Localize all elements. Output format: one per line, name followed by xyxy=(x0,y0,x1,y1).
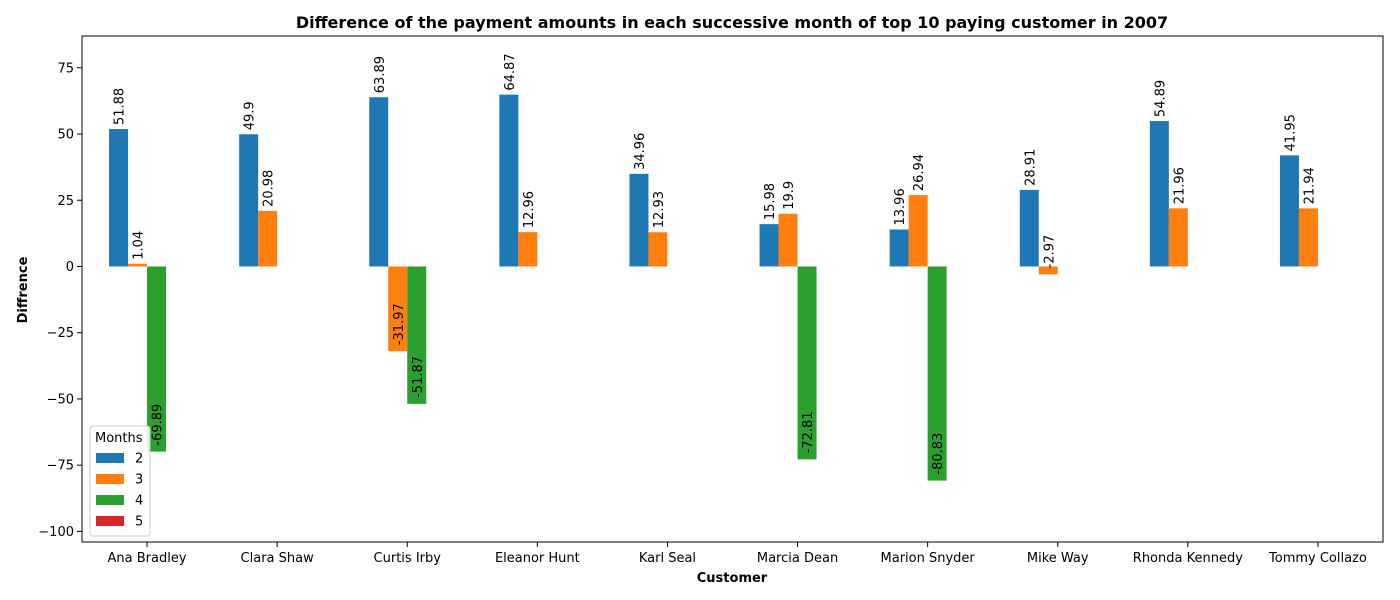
bar xyxy=(778,213,798,267)
x-tick-label: Clara Shaw xyxy=(241,551,315,566)
x-tick-label: Karl Seal xyxy=(639,551,696,566)
bar xyxy=(407,266,427,404)
y-tick-label: 0 xyxy=(66,260,74,275)
y-tick-label: −50 xyxy=(47,392,74,407)
legend-swatch xyxy=(96,453,124,463)
bar-value-label: 19.9 xyxy=(782,181,797,210)
bar xyxy=(388,266,408,352)
x-tick-label: Rhonda Kennedy xyxy=(1133,551,1243,566)
bar-value-label: 21.96 xyxy=(1172,167,1187,204)
legend-swatch xyxy=(96,474,124,484)
bar-value-label: 21.94 xyxy=(1302,167,1317,204)
bar xyxy=(239,134,259,267)
bar-value-label: -80.83 xyxy=(931,433,946,475)
x-tick-label: Tommy Collazo xyxy=(1268,551,1367,566)
bar-value-label: 49.9 xyxy=(243,101,258,130)
legend-swatch xyxy=(96,516,124,526)
bar xyxy=(518,232,538,267)
bar-value-label: 15.98 xyxy=(763,183,778,220)
bar xyxy=(648,232,668,267)
bar-value-label: -72.81 xyxy=(801,411,816,453)
x-tick-label: Mike Way xyxy=(1027,551,1089,566)
bar-value-label: 12.93 xyxy=(652,191,667,228)
x-tick-label: Curtis Irby xyxy=(374,551,442,566)
bar xyxy=(797,266,817,460)
chart-title: Difference of the payment amounts in eac… xyxy=(296,13,1168,32)
y-tick-label: −100 xyxy=(38,525,74,540)
bar-value-label: 64.87 xyxy=(503,53,518,90)
bar xyxy=(499,94,519,267)
bar-value-label: -51.87 xyxy=(411,356,426,398)
bar xyxy=(927,266,947,481)
bar xyxy=(1149,121,1169,267)
legend-entry: 2 xyxy=(135,452,143,467)
bar-value-label: 54.89 xyxy=(1153,80,1168,117)
bar-value-label: 1.04 xyxy=(132,231,147,260)
bar-value-label: 26.94 xyxy=(912,154,927,191)
bar xyxy=(1019,189,1039,267)
plot-frame xyxy=(81,35,1384,543)
bar-value-label: 13.96 xyxy=(893,188,908,225)
bar-value-label: -31.97 xyxy=(392,303,407,345)
y-tick-label: 50 xyxy=(57,128,74,143)
bar xyxy=(759,224,779,267)
bar-value-label: -2.97 xyxy=(1042,235,1057,269)
bar xyxy=(889,229,909,267)
legend-entry: 4 xyxy=(135,494,143,509)
bar xyxy=(1279,155,1299,267)
bar-value-label: 51.88 xyxy=(113,88,128,125)
legend-title: Months xyxy=(95,431,143,446)
bar xyxy=(147,266,167,452)
bar xyxy=(629,173,649,267)
bar-value-label: 28.91 xyxy=(1023,149,1038,186)
x-tick-label: Ana Bradley xyxy=(108,551,187,566)
y-tick-label: −25 xyxy=(47,326,74,341)
bar xyxy=(1298,208,1318,267)
legend-entry: 5 xyxy=(135,515,143,530)
x-axis-label: Customer xyxy=(697,571,768,586)
bar-value-label: 20.98 xyxy=(262,170,277,207)
y-tick-label: −75 xyxy=(47,459,74,474)
y-tick-label: 75 xyxy=(57,61,74,76)
legend-swatch xyxy=(96,495,124,505)
x-tick-label: Marion Snyder xyxy=(881,551,976,566)
bar-value-label: 34.96 xyxy=(633,133,648,170)
bar-value-label: 12.96 xyxy=(522,191,537,228)
x-tick-label: Marcia Dean xyxy=(757,551,838,566)
bar xyxy=(369,97,389,267)
bar xyxy=(109,129,129,267)
bar xyxy=(1038,266,1058,275)
bar xyxy=(258,210,278,267)
x-tick-label: Eleanor Hunt xyxy=(495,551,580,566)
y-tick-label: 25 xyxy=(57,194,74,209)
bar xyxy=(1168,208,1188,267)
legend-entry: 3 xyxy=(135,473,143,488)
bar-value-label: 41.95 xyxy=(1283,114,1298,151)
bar xyxy=(908,195,928,267)
y-axis-label: Diffrence xyxy=(16,256,31,323)
bar-value-label: 63.89 xyxy=(373,56,388,93)
bar-value-label: -69.89 xyxy=(151,404,166,446)
bar xyxy=(128,263,148,267)
